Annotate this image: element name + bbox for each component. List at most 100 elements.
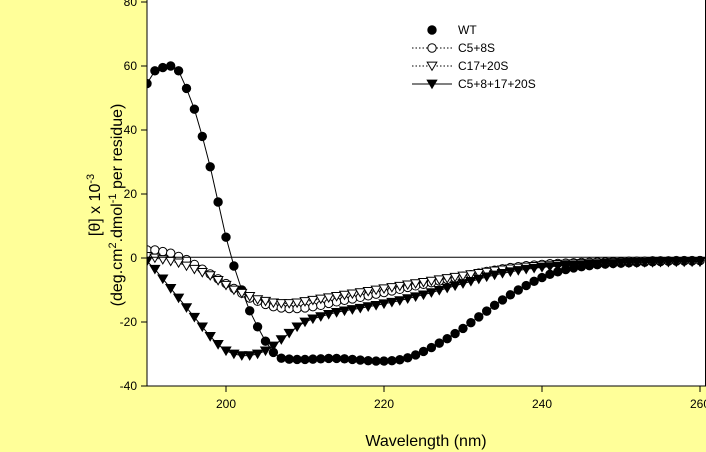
data-point	[473, 274, 485, 285]
y-units-sup2: -1	[107, 194, 119, 204]
data-point	[560, 261, 572, 271]
y-tick-label: 20	[124, 187, 138, 201]
data-point	[172, 258, 185, 269]
data-point	[489, 300, 500, 311]
data-point	[433, 285, 445, 296]
data-point	[212, 276, 224, 286]
data-point	[654, 257, 667, 268]
data-point	[442, 333, 452, 344]
legend-item: C5+8S	[412, 41, 495, 55]
data-point	[212, 340, 224, 350]
data-point	[441, 274, 453, 284]
data-point	[346, 289, 359, 300]
data-point	[213, 197, 223, 207]
data-point	[575, 260, 588, 271]
data-point	[188, 312, 201, 323]
plot-area	[147, 0, 706, 386]
data-point	[583, 260, 596, 270]
data-point	[299, 297, 311, 307]
data-point	[300, 354, 310, 365]
data-point	[276, 353, 286, 363]
data-point	[259, 296, 272, 307]
data-point	[481, 272, 493, 283]
data-point	[639, 258, 651, 268]
data-point	[166, 61, 176, 71]
data-point	[330, 292, 343, 302]
data-point	[607, 259, 619, 269]
data-point	[292, 354, 302, 365]
data-point	[631, 258, 643, 269]
data-point	[615, 258, 627, 269]
data-point	[236, 351, 248, 361]
data-point	[520, 264, 532, 275]
y-axis-units: (deg.cm2.dmol-1 per residue)	[107, 104, 126, 307]
data-point	[330, 308, 343, 318]
data-point	[284, 354, 294, 364]
x-tick-label: 200	[216, 397, 236, 411]
data-point	[409, 279, 422, 289]
data-point	[394, 296, 406, 306]
data-point	[623, 258, 635, 269]
data-point	[354, 288, 366, 298]
data-point	[275, 335, 287, 345]
data-point	[283, 299, 295, 309]
data-point	[386, 283, 398, 293]
data-point	[236, 288, 248, 299]
legend-marker	[426, 61, 438, 72]
data-point	[165, 284, 177, 294]
y-axis-title-line1: [θ] x 10	[87, 184, 104, 237]
data-point	[363, 356, 373, 366]
data-point	[505, 290, 516, 300]
data-point	[552, 261, 564, 272]
y-tick-label: -20	[120, 315, 138, 329]
data-point	[323, 309, 335, 320]
data-point	[544, 262, 556, 272]
legend-label: C5+8S	[458, 41, 495, 55]
data-point	[251, 349, 264, 360]
data-point	[387, 356, 397, 366]
data-point	[188, 264, 201, 275]
x-tick-label: 240	[532, 397, 552, 411]
data-point	[180, 303, 193, 313]
data-point	[315, 312, 327, 322]
data-point	[150, 66, 160, 76]
data-point	[465, 277, 477, 287]
y-tick-label: 60	[124, 59, 138, 73]
data-point	[425, 288, 438, 298]
data-point	[347, 354, 358, 365]
y-tick-label: 0	[130, 251, 137, 265]
x-axis-title: Wavelength (nm)	[365, 433, 486, 450]
data-point	[323, 293, 335, 303]
data-point	[457, 279, 469, 289]
data-point	[599, 259, 611, 270]
data-point	[173, 66, 184, 76]
legend-item: C5+8+17+20S	[412, 77, 536, 91]
data-point	[474, 312, 484, 322]
data-point	[670, 257, 682, 268]
data-point	[196, 322, 208, 333]
data-point	[425, 276, 438, 287]
legend: WT C5+8S C17+20S C5+8+17+20S	[412, 23, 536, 91]
data-point	[267, 298, 280, 309]
data-point	[395, 355, 405, 365]
data-point	[378, 284, 390, 295]
data-point	[441, 283, 453, 294]
data-point	[457, 271, 469, 282]
legend-label: WT	[458, 23, 477, 37]
data-point	[481, 267, 493, 278]
data-point	[228, 285, 240, 296]
data-point	[204, 332, 216, 342]
data-point	[646, 258, 659, 268]
data-point	[205, 162, 215, 172]
data-point	[482, 306, 492, 316]
data-point	[147, 256, 153, 267]
data-point	[378, 299, 390, 310]
data-point	[362, 302, 374, 312]
data-point	[513, 285, 523, 295]
data-point	[354, 303, 366, 314]
data-point	[338, 290, 351, 301]
data-point	[591, 259, 603, 270]
data-point	[291, 298, 303, 309]
data-point	[251, 295, 264, 305]
